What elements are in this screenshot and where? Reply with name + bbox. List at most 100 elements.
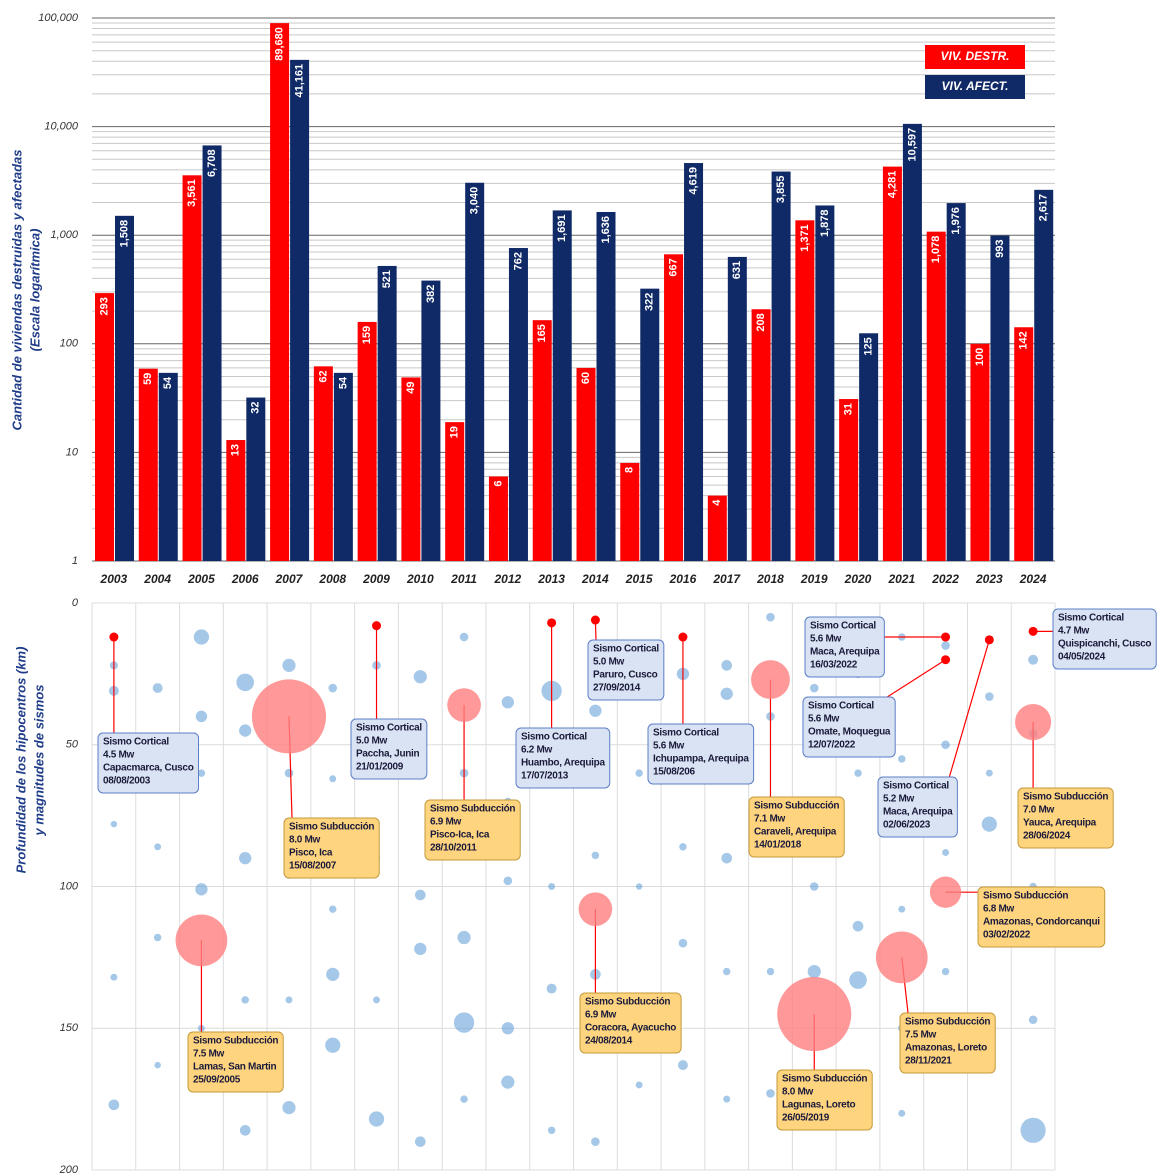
value-label: 31: [843, 403, 855, 415]
quake-bubble: [153, 933, 162, 942]
annotation-text: 5.0 Mw: [356, 736, 388, 747]
bar: [202, 145, 222, 561]
x-tick-label: 2013: [537, 572, 565, 586]
bar: [946, 203, 966, 561]
annotation: Sismo Cortical 4.7 Mw Quispicanchi, Cusco 0…: [1033, 608, 1157, 670]
quake-bubble: [453, 1012, 475, 1033]
y-axis-label: (Escala logarítmica): [27, 229, 42, 352]
annotation-text: 7.1 Mw: [754, 814, 786, 825]
annotation: Sismo Cortical 4.5 Mw Capacmarca, Cusco 08/…: [97, 637, 200, 794]
bar: [421, 280, 441, 561]
y-tick-label: 100,000: [38, 12, 79, 24]
annotation-text: 8.0 Mw: [782, 1087, 814, 1098]
quake-bubble: [985, 769, 993, 777]
quake-bubble: [678, 938, 688, 948]
annotation-box: [804, 616, 885, 678]
annotation-text: 28/11/2021: [905, 1056, 952, 1067]
y-tick-label: 200: [59, 1164, 79, 1175]
annotation-text: Pisco-Ica, Ica: [430, 830, 490, 841]
subduction-bubble: [175, 914, 228, 967]
annotation-box: [802, 696, 896, 758]
quake-bubble: [941, 967, 950, 976]
quake-bubble: [854, 769, 862, 777]
x-tick-label: 2018: [756, 572, 784, 586]
annotation-text: Huambo, Arequipa: [521, 758, 605, 769]
annotation-text: 17/07/2013: [521, 771, 569, 782]
quake-bubble: [766, 967, 775, 976]
quake-bubble: [328, 683, 338, 693]
annotation-text: Sismo Subducción: [983, 891, 1068, 902]
quake-bubble: [239, 1124, 251, 1136]
x-tick-label: 2011: [450, 572, 477, 586]
value-label: 1,976: [950, 207, 962, 235]
bar: [771, 171, 791, 562]
value-label: 3,855: [775, 176, 787, 204]
annotation-text: Sismo Cortical: [1058, 613, 1124, 624]
x-tick-label: 2022: [931, 572, 959, 586]
quake-bubble: [326, 967, 340, 981]
annotation: Sismo Cortical 5.6 Mw Omate, Moquegua 12/07…: [802, 659, 946, 758]
value-label: 293: [98, 297, 110, 315]
bar: [664, 254, 684, 562]
bar: [640, 288, 660, 561]
value-label: 41,161: [293, 64, 305, 98]
bar: [815, 205, 835, 561]
quake-bubble: [721, 660, 733, 671]
quake-bubble: [414, 1136, 426, 1147]
value-label: 62: [317, 370, 329, 382]
y-axis-label: Cantidad de viviendas destruidas y afect…: [9, 149, 24, 430]
quake-bubble: [1028, 1015, 1038, 1025]
annotation-box: [350, 718, 428, 780]
value-label: 125: [863, 337, 875, 355]
x-tick-label: 2023: [975, 572, 1003, 586]
annotation-text: Amazonas, Condorcanqui: [983, 917, 1100, 928]
quake-bubble: [241, 996, 249, 1004]
value-label: 159: [361, 326, 373, 344]
quake-bubble: [195, 710, 208, 723]
annotation-text: 26/05/2019: [782, 1113, 830, 1124]
annotation: Sismo Subducción 8.0 Mw Lagunas, Loreto 26/…: [776, 1014, 873, 1131]
value-label: 1,371: [799, 224, 811, 252]
bar: [445, 422, 465, 561]
quake-bubble: [501, 1075, 515, 1089]
quake-bubble: [849, 971, 867, 989]
annotation-box: [187, 1031, 284, 1093]
value-label: 1,078: [930, 236, 942, 264]
annotation-text: 27/09/2014: [593, 683, 641, 694]
x-tick-label: 2007: [275, 572, 304, 586]
value-label: 4: [711, 499, 723, 506]
annotation-text: Sismo Subducción: [782, 1074, 867, 1085]
x-tick-label: 2016: [669, 572, 697, 586]
annotation-text: 4.5 Mw: [103, 750, 135, 761]
bar: [751, 309, 771, 561]
value-label: 1,636: [600, 216, 612, 244]
value-label: 32: [250, 402, 262, 414]
quake-bubble: [197, 769, 206, 777]
quake-bubble: [501, 696, 514, 709]
value-label: 142: [1018, 331, 1030, 349]
annotation-box: [97, 732, 200, 794]
annotation-text: 5.6 Mw: [810, 634, 842, 645]
quake-bubble: [941, 641, 950, 650]
annotation: Sismo Subducción 6.9 Mw Pisco-Ica, Ica 28/1…: [424, 705, 521, 861]
quake-bubble: [152, 683, 163, 694]
annotation-text: Sismo Cortical: [810, 621, 876, 632]
annotation-text: 15/08/206: [653, 767, 696, 778]
y-tick-label: 100: [60, 880, 79, 892]
quake-bubble: [108, 1099, 120, 1111]
quake-bubble: [195, 883, 208, 896]
bar: [270, 23, 290, 561]
quake-bubble: [809, 683, 819, 693]
x-tick-label: 2005: [187, 572, 215, 586]
annotation: Sismo Subducción 6.8 Mw Amazonas, Condorca…: [945, 886, 1106, 948]
quake-bubble: [329, 905, 337, 913]
x-tick-label: 2021: [887, 572, 915, 586]
quake-bubble: [460, 1095, 468, 1103]
cortical-dot: [590, 615, 600, 625]
value-label: 54: [162, 376, 174, 389]
annotation-text: Coracora, Ayacucho: [585, 1023, 676, 1034]
quake-bubble: [1020, 1117, 1046, 1143]
legend-swatch: [925, 45, 1025, 69]
annotation-text: Pisco, Ica: [289, 848, 333, 859]
quake-bubble: [677, 1060, 688, 1071]
